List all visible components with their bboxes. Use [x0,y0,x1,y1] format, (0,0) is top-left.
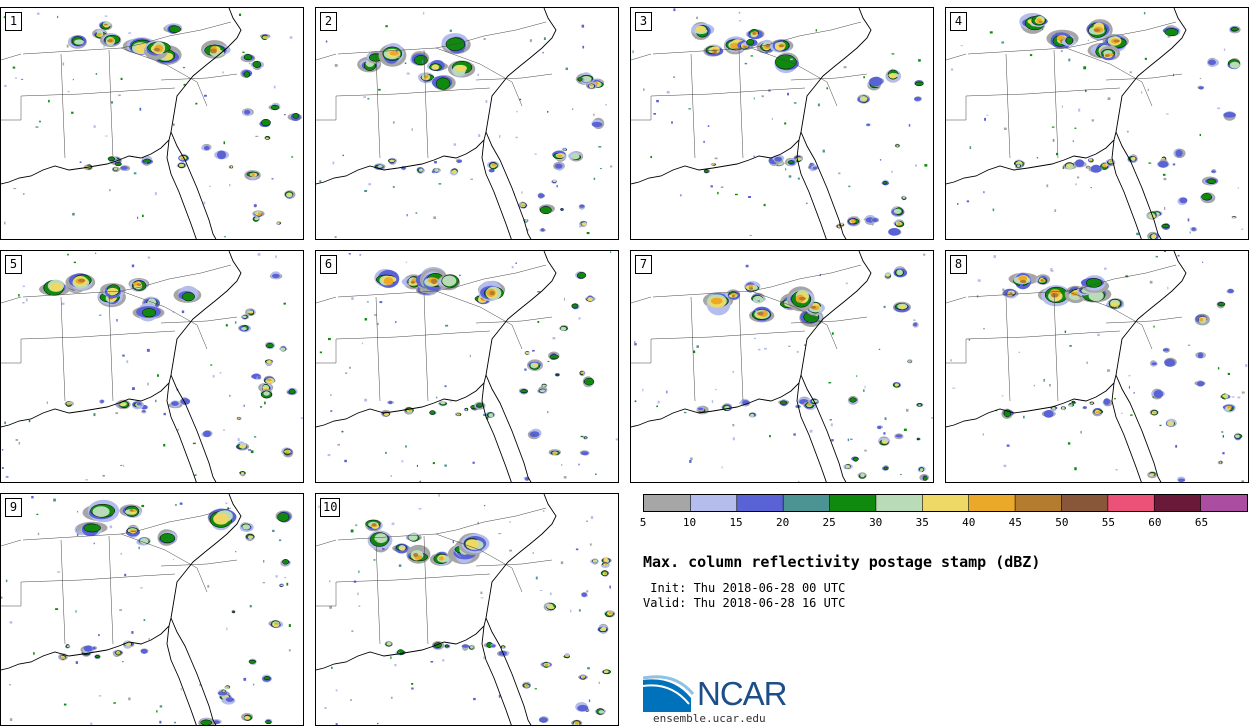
reflectivity-cells [1,252,303,481]
panel-label: 9 [5,498,22,517]
colorbar-tick-label: 5 [639,516,647,529]
colorbar-tick-labels: 5 10 15 20 25 30 35 40 45 50 55 60 65 [639,516,1248,530]
reflectivity-cells [634,253,933,482]
init-time: Init: Thu 2018-06-28 00 UTC [643,581,846,595]
basemap-outlines [316,494,557,725]
map-panel: 2 [315,7,619,240]
map-panel: 1 [0,7,304,240]
colorbar-swatch [1200,495,1247,511]
reflectivity-cells [3,12,302,238]
reflectivity-map [1,494,293,725]
colorbar-tick-label: 40 [962,516,976,529]
basemap-outlines [1,8,242,239]
panel-label: 1 [5,12,22,31]
panel-label: 2 [320,12,337,31]
colorbar-tick-label: 10 [682,516,697,529]
basemap-outlines [1,494,242,725]
reflectivity-map [631,8,928,239]
reflectivity-cells [319,11,613,238]
colorbar-swatch [875,495,923,511]
reflectivity-map [1,8,302,239]
reflectivity-cells [1,496,293,725]
colorbar-tick-label: 30 [869,516,883,529]
colorbar [643,494,1248,512]
panel-label: 10 [320,498,341,517]
reflectivity-map [946,8,1244,239]
basemap-outlines [1,251,242,482]
colorbar-swatches [644,495,1247,511]
colorbar-swatch [783,495,831,511]
reflectivity-map [1,251,303,482]
panel-label: 3 [635,12,652,31]
colorbar-tick-label: 35 [915,516,929,529]
ncar-logo-text: NCAR [697,675,788,712]
site-url: ensemble.ucar.edu [653,712,766,725]
map-panel: 3 [630,7,934,240]
panel-label: 6 [320,255,337,274]
panel-label: 8 [950,255,967,274]
colorbar-tick-label: 65 [1194,516,1209,529]
reflectivity-map [316,494,616,725]
reflectivity-map [946,251,1248,482]
colorbar-swatch [690,495,738,511]
colorbar-swatch [829,495,877,511]
map-panel: 7 [630,250,934,483]
panel-label: 7 [635,255,652,274]
colorbar-swatch [1107,495,1155,511]
figure-title: Max. column reflectivity postage stamp (… [643,553,1041,571]
basemap-outlines [316,251,557,482]
colorbar-tick-label: 20 [775,516,790,529]
colorbar-swatch [968,495,1016,511]
map-panel: 6 [315,250,619,483]
map-panel: 4 [945,7,1249,240]
map-panel: 5 [0,250,304,483]
reflectivity-map [631,251,933,482]
colorbar-tick-label: 60 [1148,516,1162,529]
colorbar-swatch [922,495,970,511]
ncar-logo-icon [643,675,695,712]
colorbar-tick-label: 45 [1008,516,1022,529]
reflectivity-cells [951,12,1244,239]
panel-label: 5 [5,255,22,274]
basemap-outlines [946,251,1187,482]
reflectivity-cells [319,251,618,482]
colorbar-tick-label: 15 [729,516,743,529]
colorbar-tick-label: 55 [1101,516,1115,529]
map-panel: 8 [945,250,1249,483]
colorbar-swatch [644,495,691,511]
basemap-outlines [316,8,557,239]
reflectivity-cells [318,494,616,725]
colorbar-tick-label: 25 [822,516,836,529]
reflectivity-cells [950,251,1248,482]
colorbar-swatch [736,495,784,511]
reflectivity-map [316,251,618,482]
colorbar-swatch [1061,495,1109,511]
basemap-outlines [631,8,872,239]
reflectivity-map [316,8,613,239]
map-panel: 10 [315,493,619,726]
colorbar-swatch [1154,495,1202,511]
map-panel: 9 [0,493,304,726]
panel-label: 4 [950,12,967,31]
reflectivity-cells [632,8,928,236]
colorbar-tick-label: 50 [1055,516,1069,529]
colorbar-swatch [1015,495,1062,511]
valid-time: Valid: Thu 2018-06-28 16 UTC [643,596,846,610]
basemap-outlines [946,8,1187,239]
basemap-outlines [631,251,872,482]
